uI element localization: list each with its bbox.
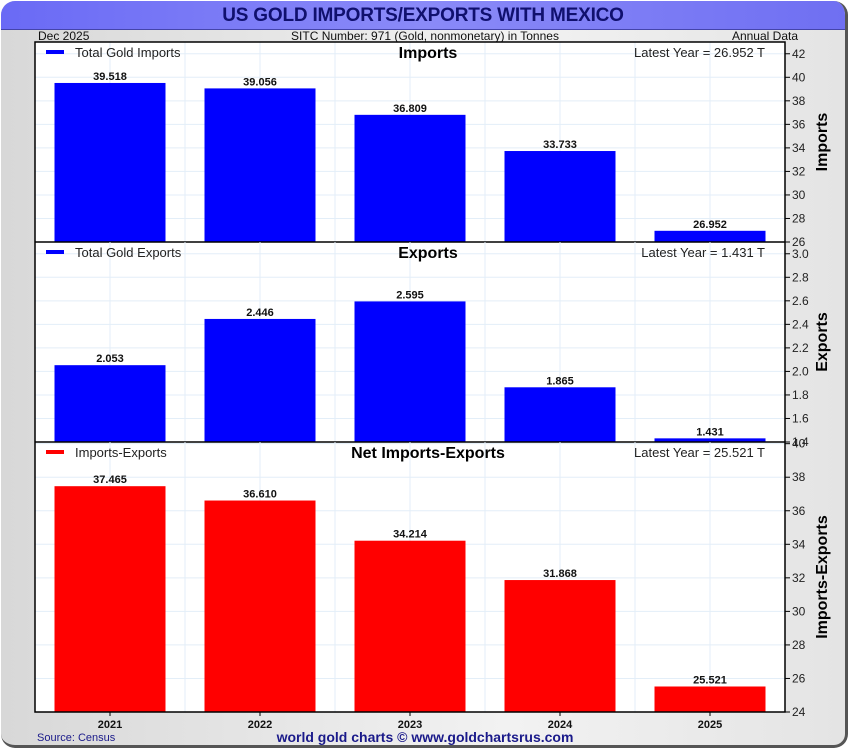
net-imports-exports-ytick-label: 32 bbox=[792, 571, 806, 585]
report-date: Dec 2025 bbox=[38, 29, 90, 43]
net-imports-exports-ytick-label: 28 bbox=[792, 638, 806, 652]
net-imports-exports-ytick-label: 34 bbox=[792, 537, 806, 551]
xtick-label-2021: 2021 bbox=[98, 719, 122, 731]
xtick-label-2025: 2025 bbox=[698, 719, 722, 731]
net-imports-exports-ytick-label: 40 bbox=[792, 437, 806, 451]
exports-ytick-label: 1.6 bbox=[792, 411, 809, 425]
xtick-label-2024: 2024 bbox=[548, 719, 573, 731]
net-imports-exports-bar-2025 bbox=[654, 686, 766, 712]
imports-value-label: 36.809 bbox=[393, 103, 427, 115]
imports-ytick-label: 28 bbox=[792, 211, 806, 225]
net-imports-exports-value-label: 34.214 bbox=[393, 529, 428, 541]
exports-latest-year: Latest Year = 1.431 T bbox=[641, 245, 765, 260]
imports-ytick-label: 34 bbox=[792, 141, 806, 155]
net-imports-exports-legend-swatch bbox=[46, 450, 64, 454]
exports-panel-title: Exports bbox=[398, 245, 458, 262]
net-imports-exports-value-label: 36.610 bbox=[243, 489, 277, 501]
exports-bar-2025 bbox=[654, 438, 766, 442]
imports-bar-2021 bbox=[54, 82, 166, 242]
imports-ytick-label: 30 bbox=[792, 188, 806, 202]
exports-bar-2021 bbox=[54, 365, 166, 442]
xtick-label-2022: 2022 bbox=[248, 719, 272, 731]
xtick-label-2023: 2023 bbox=[398, 719, 422, 731]
exports-ytick-label: 3.0 bbox=[792, 247, 809, 261]
data-frequency: Annual Data bbox=[731, 29, 798, 43]
net-imports-exports-ytick-label: 36 bbox=[792, 504, 806, 518]
exports-bar-2023 bbox=[354, 301, 466, 442]
imports-value-label: 39.518 bbox=[93, 71, 127, 83]
imports-ylabel: Imports bbox=[814, 113, 831, 172]
source-label: Source: Census bbox=[37, 732, 116, 744]
imports-ytick-label: 36 bbox=[792, 117, 806, 131]
exports-ytick-label: 2.8 bbox=[792, 270, 809, 284]
exports-ylabel: Exports bbox=[814, 312, 831, 372]
imports-ytick-label: 32 bbox=[792, 164, 806, 178]
exports-bar-2024 bbox=[504, 387, 616, 442]
imports-ytick-label: 38 bbox=[792, 94, 806, 108]
imports-ytick-label: 26 bbox=[792, 235, 806, 249]
title-bar: US GOLD IMPORTS/EXPORTS WITH MEXICO bbox=[1, 1, 845, 30]
exports-value-label: 2.446 bbox=[246, 307, 274, 319]
net-imports-exports-ytick-label: 30 bbox=[792, 604, 806, 618]
imports-latest-year: Latest Year = 26.952 T bbox=[634, 45, 765, 60]
net-imports-exports-ytick-label: 26 bbox=[792, 671, 806, 685]
net-imports-exports-bar-2023 bbox=[354, 540, 466, 712]
net-imports-exports-ytick-label: 38 bbox=[792, 470, 806, 484]
net-imports-exports-panel-title: Net Imports-Exports bbox=[351, 445, 505, 462]
imports-value-label: 26.952 bbox=[693, 219, 727, 231]
imports-ytick-label: 40 bbox=[792, 70, 806, 84]
imports-bar-2024 bbox=[504, 151, 616, 242]
net-imports-exports-ytick-label: 24 bbox=[792, 705, 806, 719]
exports-ytick-label: 1.4 bbox=[792, 435, 809, 449]
imports-legend-swatch bbox=[46, 50, 64, 54]
net-imports-exports-bar-2021 bbox=[54, 486, 166, 712]
imports-panel-title: Imports bbox=[399, 45, 458, 62]
chart-subtitle: SITC Number: 971 (Gold, nonmonetary) in … bbox=[291, 29, 559, 43]
imports-bar-2025 bbox=[654, 230, 766, 242]
chart-title: US GOLD IMPORTS/EXPORTS WITH MEXICO bbox=[222, 5, 624, 26]
imports-ytick-label: 42 bbox=[792, 47, 806, 61]
net-imports-exports-legend-label: Imports-Exports bbox=[75, 445, 167, 460]
exports-ytick-label: 2.2 bbox=[792, 341, 809, 355]
exports-bar-2022 bbox=[204, 318, 316, 442]
imports-value-label: 39.056 bbox=[243, 76, 277, 88]
imports-bar-2022 bbox=[204, 88, 316, 243]
exports-ytick-label: 2.0 bbox=[792, 364, 809, 378]
exports-value-label: 2.595 bbox=[396, 289, 424, 301]
exports-ytick-label: 2.6 bbox=[792, 294, 809, 308]
exports-legend-label: Total Gold Exports bbox=[75, 245, 182, 260]
net-imports-exports-value-label: 31.868 bbox=[543, 568, 577, 580]
exports-value-label: 2.053 bbox=[96, 353, 124, 365]
exports-ytick-label: 1.8 bbox=[792, 388, 809, 402]
net-imports-exports-latest-year: Latest Year = 25.521 T bbox=[634, 445, 765, 460]
imports-bar-2023 bbox=[354, 114, 466, 242]
net-imports-exports-value-label: 37.465 bbox=[93, 474, 127, 486]
net-imports-exports-bar-2024 bbox=[504, 580, 616, 712]
imports-legend-label: Total Gold Imports bbox=[75, 45, 181, 60]
exports-legend-swatch bbox=[46, 250, 64, 254]
net-imports-exports-value-label: 25.521 bbox=[693, 674, 727, 686]
exports-value-label: 1.865 bbox=[546, 375, 574, 387]
net-imports-exports-bar-2022 bbox=[204, 500, 316, 712]
imports-value-label: 33.733 bbox=[543, 139, 577, 151]
credit-label: world gold charts © www.goldchartsrus.co… bbox=[276, 729, 574, 745]
exports-ytick-label: 2.4 bbox=[792, 317, 809, 331]
net-imports-exports-ylabel: Imports-Exports bbox=[814, 515, 831, 639]
exports-value-label: 1.431 bbox=[696, 426, 724, 438]
